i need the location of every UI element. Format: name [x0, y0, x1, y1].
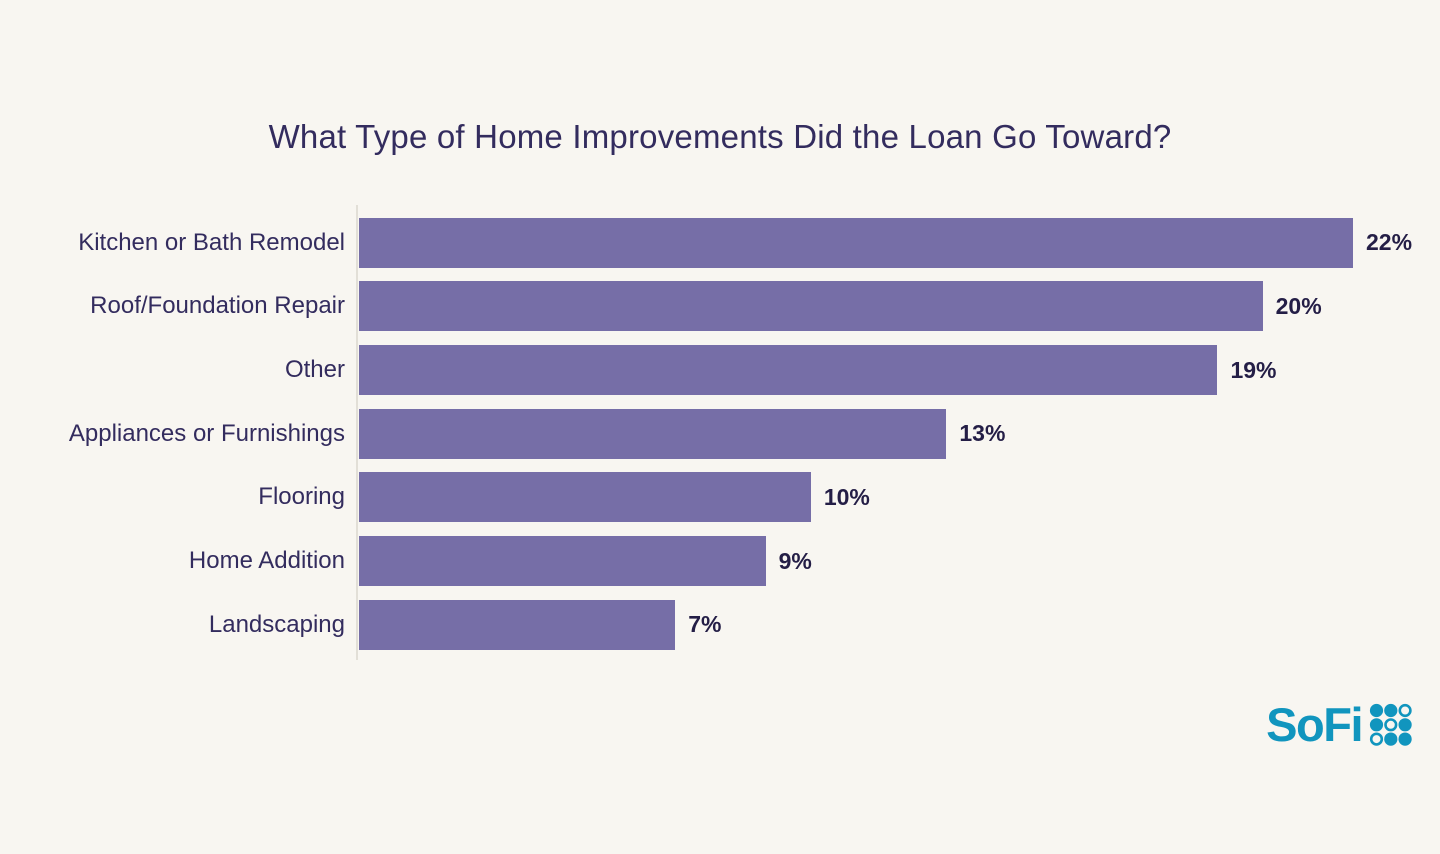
category-label: Roof/Foundation Repair: [90, 292, 345, 320]
bar: [359, 536, 766, 587]
category-label: Kitchen or Bath Remodel: [78, 228, 345, 256]
bar-area: 20%: [345, 275, 1440, 339]
y-axis-line: [356, 205, 358, 660]
sofi-dots-icon: [1369, 703, 1412, 746]
chart-rows: Kitchen or Bath Remodel 22% Roof/Foundatio…: [0, 211, 1440, 656]
value-label: 9%: [778, 547, 812, 574]
value-label: 7%: [688, 611, 722, 638]
value-label: 19%: [1230, 356, 1277, 383]
bar: [359, 599, 676, 650]
bar-area: 19%: [345, 338, 1440, 402]
bar: [359, 217, 1353, 268]
value-label: 20%: [1275, 292, 1322, 319]
category-label: Other: [284, 356, 345, 384]
bar-area: 7%: [345, 593, 1440, 657]
chart-row: Home Addition 9%: [0, 529, 1440, 593]
category-label: Landscaping: [208, 610, 345, 638]
chart-title: What Type of Home Improvements Did the L…: [268, 118, 1172, 155]
chart-row: Other 19%: [0, 338, 1440, 402]
chart-row: Flooring 10%: [0, 466, 1440, 530]
value-label: 22%: [1366, 229, 1413, 256]
bar-area: 22%: [345, 211, 1440, 275]
category-label: Appliances or Furnishings: [68, 419, 345, 447]
category-label: Flooring: [258, 483, 345, 511]
bar: [359, 472, 811, 523]
value-label: 10%: [823, 483, 870, 510]
sofi-wordmark: SoFi: [1266, 698, 1363, 751]
bar: [359, 408, 947, 459]
bar-area: 9%: [345, 529, 1440, 593]
bar: [359, 345, 1218, 396]
chart-row: Roof/Foundation Repair 20%: [0, 275, 1440, 339]
value-label: 13%: [959, 420, 1006, 447]
bar-area: 10%: [345, 466, 1440, 530]
chart-row: Kitchen or Bath Remodel 22%: [0, 211, 1440, 275]
chart-row: Appliances or Furnishings 13%: [0, 402, 1440, 466]
category-label: Home Addition: [188, 547, 345, 575]
sofi-logo: SoFi: [1266, 701, 1413, 748]
chart-row: Landscaping 7%: [0, 593, 1440, 657]
bar-area: 13%: [345, 402, 1440, 466]
bar: [359, 281, 1263, 332]
